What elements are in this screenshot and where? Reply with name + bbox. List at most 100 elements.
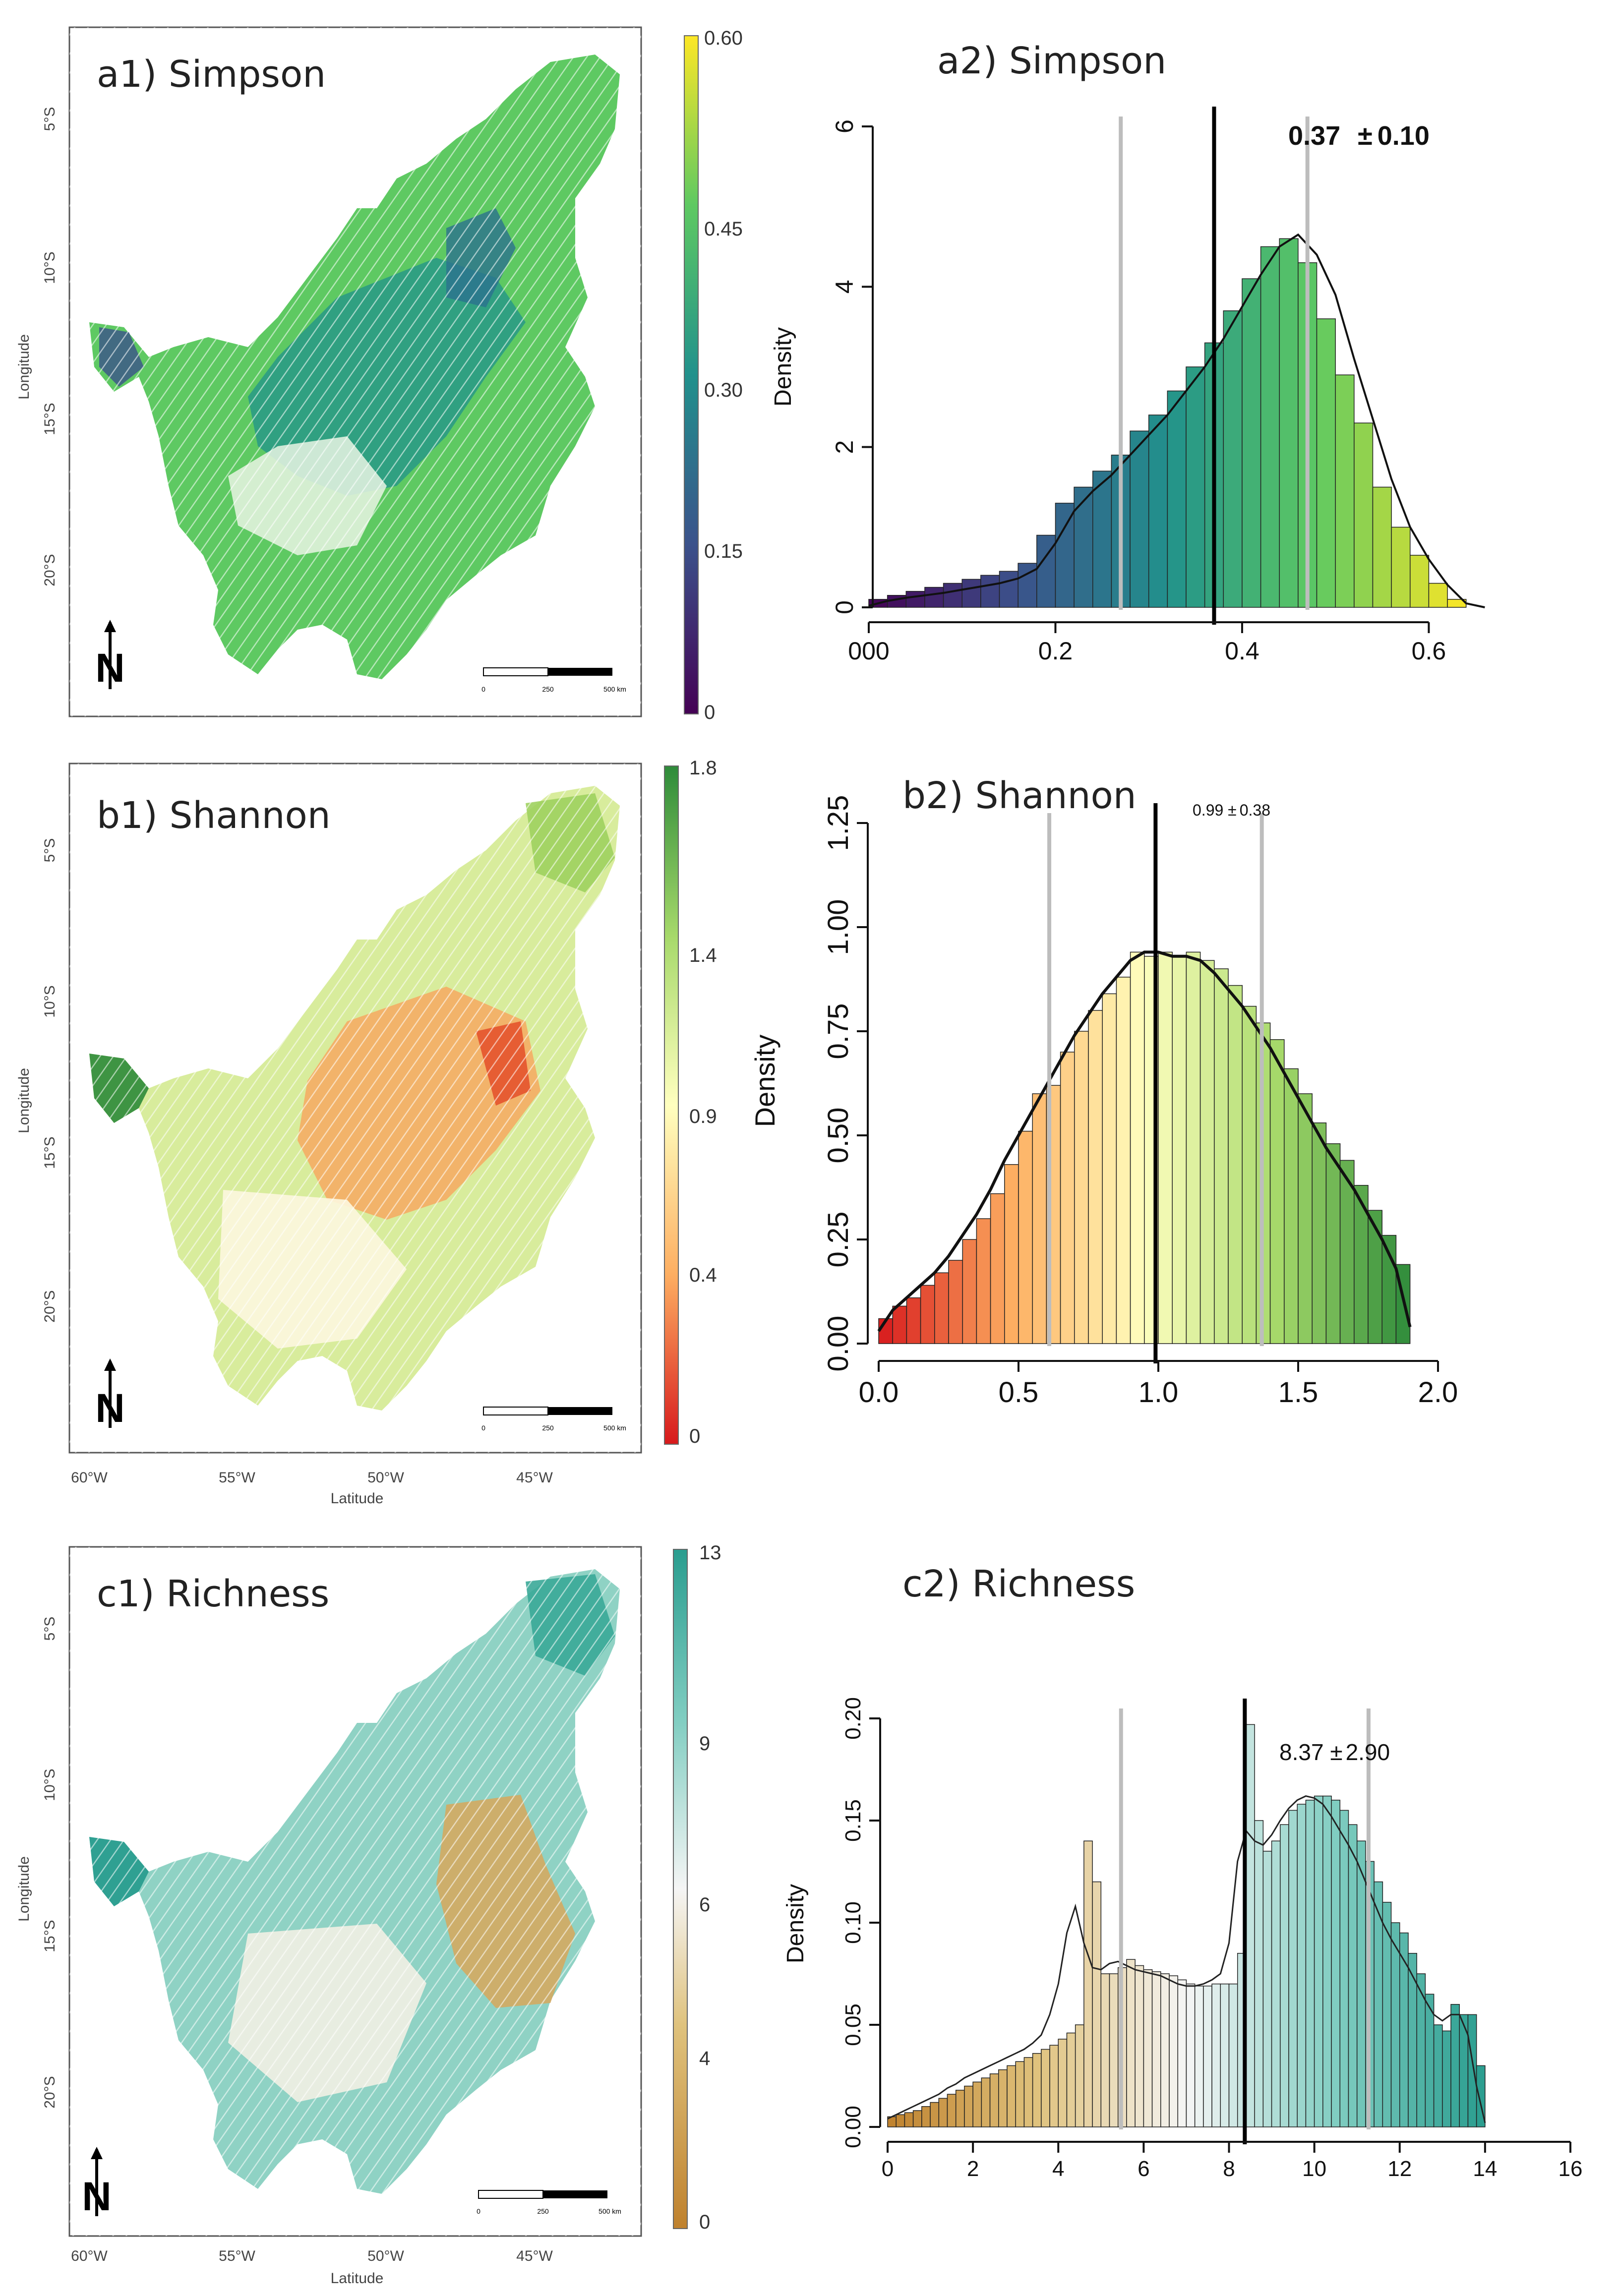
histogram-bar	[1450, 2004, 1460, 2127]
x-tick-label: 60°W	[71, 1470, 108, 1486]
histogram-bar	[1177, 1979, 1187, 2127]
histogram-bar	[906, 1297, 921, 1344]
histogram-panel-b2: b2) Shannon Density 0.99 ±0.38 0.0 0.5 1.0 1.5…	[749, 774, 1458, 1409]
north-arrow: N	[82, 2147, 112, 2219]
histogram-bar	[1442, 2030, 1451, 2127]
y-axis-label: Longitude	[16, 334, 32, 400]
histogram-bar	[1284, 1068, 1299, 1344]
histogram-bar	[1356, 1840, 1366, 2127]
histogram-bar	[1023, 2057, 1033, 2127]
histogram-bar	[1130, 430, 1149, 608]
histogram-bar	[904, 2112, 914, 2127]
histogram-bar	[1331, 1800, 1341, 2127]
x-tick-label: 0	[882, 2157, 894, 2181]
x-tick-label: 0.2	[1038, 637, 1073, 665]
histogram-bar	[1058, 2039, 1068, 2127]
bars	[878, 951, 1411, 1344]
histogram-bar	[1100, 1973, 1110, 2127]
histogram-bar	[989, 2073, 999, 2127]
x-tick-label: 55°W	[219, 1470, 255, 1486]
histogram-bar	[1186, 951, 1201, 1344]
histogram-bar	[1325, 1143, 1341, 1344]
scale-label: 250	[542, 685, 554, 693]
x-tick-label: 4	[1052, 2157, 1064, 2181]
y-tick-label: 15°S	[42, 403, 58, 435]
histogram-bar	[1018, 1130, 1033, 1344]
histogram-bar	[1368, 1210, 1382, 1344]
histogram-bar	[1041, 2049, 1050, 2127]
y-axis-label: Longitude	[16, 1856, 32, 1922]
colorbar-tick-label: 4	[699, 2048, 710, 2069]
histogram-bar	[1305, 1800, 1315, 2127]
x-tick-label: 2.0	[1418, 1376, 1458, 1409]
histogram-bar	[1246, 1724, 1255, 2127]
histogram-bar	[1391, 527, 1411, 608]
histogram-bar	[1126, 1959, 1136, 2127]
histogram-bar	[947, 2094, 957, 2127]
colorbar-tick-label: 9	[699, 1733, 710, 1755]
x-tick-label: 1.0	[1139, 1376, 1179, 1409]
histogram-bar	[924, 587, 944, 608]
histogram-bar	[1228, 985, 1243, 1344]
x-tick-label: 50°W	[367, 1470, 404, 1486]
y-tick-label: 10°S	[42, 251, 58, 284]
colorbar-tick-label: 0	[699, 2211, 710, 2233]
histogram-bar	[962, 1239, 977, 1344]
y-axis-label: Density	[770, 327, 796, 407]
y-axis-label: Longitude	[16, 1068, 32, 1133]
histogram-bar	[1242, 1005, 1257, 1344]
histogram-bar	[998, 2069, 1008, 2127]
mean-sd-annotation: 8.37 ±2.90	[1279, 1739, 1390, 1765]
histogram-bar	[1055, 503, 1075, 608]
y-axis-label: Density	[749, 1035, 780, 1127]
histogram-bar	[1214, 968, 1229, 1344]
histogram-bar	[1297, 1804, 1307, 2127]
scale-label: 0	[481, 1424, 485, 1432]
y-tick-labels: 5°S 10°S 15°S 20°S	[42, 1617, 58, 2109]
histogram-bar	[930, 2102, 940, 2127]
histogram-bar	[1348, 1824, 1358, 2127]
x-tick-label: 55°W	[219, 2248, 255, 2264]
scale-label: 500 km	[603, 1424, 626, 1432]
histogram-panel-a2: a2) Simpson Density 0.37 ±0.10 000 0.2 0.4 0.6…	[770, 40, 1485, 665]
histogram-bar	[1467, 2014, 1477, 2127]
histogram-bar	[1335, 374, 1355, 608]
map-panel-c1: c1) Richness 5°S 10°S 15°S 20°S Longitud…	[16, 1542, 721, 2287]
x-tick-label: 0.0	[859, 1376, 899, 1409]
scale-label: 250	[542, 1424, 554, 1432]
histogram-bar	[981, 2077, 991, 2127]
y-tick-label: 4	[831, 280, 858, 294]
histogram-bar	[1254, 1820, 1264, 2127]
histogram-bar	[1172, 956, 1187, 1344]
histogram-bar	[1158, 951, 1173, 1344]
panel-title: b1) Shannon	[97, 794, 331, 837]
histogram-bar	[1354, 1185, 1369, 1344]
scale-label: 250	[537, 2207, 549, 2215]
histogram-bar	[1390, 1922, 1400, 2127]
density-curve	[877, 950, 1412, 1332]
histogram-bar	[1148, 414, 1168, 608]
histogram-bar	[1032, 2053, 1042, 2127]
histogram-bar	[1312, 1122, 1327, 1344]
histogram-bar	[1220, 1983, 1230, 2127]
histogram-bar	[1279, 238, 1299, 608]
histogram-bar	[921, 2106, 931, 2127]
x-tick-labels: 60°W 55°W 50°W 45°W	[71, 2248, 553, 2264]
sd-value: 0.38	[1240, 801, 1270, 819]
histogram-bar	[1211, 1983, 1221, 2127]
histogram-bar	[1088, 1010, 1103, 1344]
histogram-bar	[1260, 246, 1280, 608]
north-arrow: N	[95, 620, 125, 691]
scale-label: 500 km	[603, 685, 626, 693]
colorbar-tick-label: 0.4	[689, 1264, 717, 1286]
histogram-bar	[1410, 555, 1430, 608]
histogram-bar	[1186, 366, 1205, 608]
histogram-bar	[1223, 310, 1243, 608]
y-tick-label: 5°S	[42, 838, 58, 863]
histogram-bar	[964, 2085, 973, 2127]
histogram-bar	[943, 583, 962, 608]
north-label: N	[82, 2174, 111, 2219]
x-tick-label: 60°W	[71, 2248, 108, 2264]
histogram-bar	[1007, 2065, 1016, 2127]
y-tick-labels: 5°S 10°S 15°S 20°S	[42, 107, 58, 587]
